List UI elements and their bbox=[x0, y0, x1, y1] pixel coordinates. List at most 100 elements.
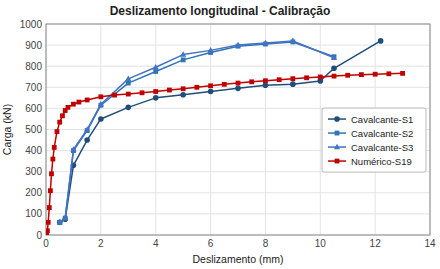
point bbox=[290, 81, 296, 87]
point bbox=[208, 83, 213, 88]
point bbox=[126, 92, 131, 97]
point bbox=[49, 171, 54, 176]
point bbox=[153, 89, 158, 94]
point bbox=[153, 69, 158, 74]
point bbox=[98, 94, 103, 99]
point bbox=[55, 129, 60, 134]
y-tick-label: 800 bbox=[25, 61, 42, 72]
x-tick-label: 14 bbox=[424, 238, 436, 249]
point bbox=[373, 72, 378, 77]
point bbox=[235, 86, 241, 92]
point bbox=[304, 75, 309, 80]
plot-frame bbox=[46, 24, 430, 235]
point bbox=[98, 101, 104, 107]
y-tick-label: 100 bbox=[25, 208, 42, 219]
point bbox=[60, 113, 65, 118]
point bbox=[48, 188, 53, 193]
point bbox=[331, 54, 337, 60]
legend-box bbox=[322, 108, 426, 172]
y-tick-label: 400 bbox=[25, 145, 42, 156]
series-line bbox=[60, 42, 334, 222]
point bbox=[50, 157, 55, 162]
point bbox=[181, 57, 186, 62]
x-tick-label: 2 bbox=[98, 238, 104, 249]
legend: Cavalcante-S1 Cavalcante-S2 Cavalcante-S3 N… bbox=[322, 108, 426, 172]
point bbox=[277, 77, 282, 82]
point bbox=[71, 102, 76, 107]
point bbox=[125, 105, 131, 111]
y-tick-label: 900 bbox=[25, 40, 42, 51]
point bbox=[112, 93, 117, 98]
point bbox=[345, 73, 350, 78]
point bbox=[153, 95, 159, 101]
y-grid-line bbox=[46, 66, 430, 67]
y-tick-label: 1000 bbox=[20, 19, 43, 30]
point bbox=[153, 64, 159, 70]
x-tick-label: 10 bbox=[315, 238, 327, 249]
point bbox=[46, 228, 50, 233]
point bbox=[181, 86, 186, 91]
point bbox=[180, 92, 186, 98]
point bbox=[290, 76, 295, 81]
legend-label: Cavalcante-S2 bbox=[351, 128, 413, 139]
x-tick-label: 6 bbox=[208, 238, 214, 249]
point bbox=[62, 215, 68, 221]
y-grid-line bbox=[46, 192, 430, 193]
x-axis-label: Deslizamento (mm) bbox=[192, 253, 283, 265]
x-tick-label: 0 bbox=[43, 238, 49, 249]
point bbox=[194, 85, 199, 90]
point bbox=[400, 71, 405, 76]
y-tick-label: 300 bbox=[25, 166, 42, 177]
point bbox=[98, 116, 104, 122]
point bbox=[263, 82, 269, 88]
point bbox=[63, 216, 68, 221]
point bbox=[85, 98, 90, 103]
point bbox=[66, 105, 71, 110]
point bbox=[318, 75, 323, 80]
point bbox=[46, 220, 51, 225]
point bbox=[140, 90, 145, 95]
x-tick-label: 4 bbox=[153, 238, 159, 249]
legend-marker bbox=[334, 144, 340, 150]
y-axis-label: Carga (kN) bbox=[1, 104, 13, 155]
x-tick-label: 8 bbox=[263, 238, 269, 249]
series bbox=[57, 38, 337, 225]
y-tick-label: 600 bbox=[25, 103, 42, 114]
y-grid-line bbox=[46, 213, 430, 214]
y-tick-label: 700 bbox=[25, 82, 42, 93]
series-line bbox=[60, 41, 334, 222]
y-tick-label: 200 bbox=[25, 187, 42, 198]
point bbox=[262, 40, 268, 46]
point bbox=[125, 76, 131, 82]
legend-marker bbox=[334, 116, 340, 122]
point bbox=[290, 38, 296, 44]
legend-label: Numérico-S19 bbox=[351, 156, 412, 167]
point bbox=[84, 137, 90, 143]
series bbox=[57, 40, 336, 225]
point bbox=[222, 82, 227, 87]
legend-marker bbox=[335, 159, 340, 164]
point bbox=[332, 74, 337, 79]
chart: 0 2 4 6 8 10 12 14 0 100 200 300 400 500 600 700 800 900 1… bbox=[0, 0, 440, 269]
point bbox=[57, 120, 62, 125]
point bbox=[47, 205, 52, 210]
point bbox=[359, 72, 364, 77]
point bbox=[378, 38, 384, 44]
point bbox=[236, 81, 241, 86]
point bbox=[84, 126, 90, 132]
point bbox=[180, 51, 186, 57]
point bbox=[207, 47, 213, 53]
legend-marker bbox=[335, 131, 340, 136]
grid bbox=[46, 24, 430, 235]
y-tick-label: 0 bbox=[36, 230, 42, 241]
point bbox=[263, 78, 268, 83]
point bbox=[386, 71, 391, 76]
x-tick-label: 12 bbox=[370, 238, 382, 249]
y-tick-label: 500 bbox=[25, 124, 42, 135]
point bbox=[57, 219, 63, 225]
point bbox=[52, 145, 57, 150]
title: Deslizamento longitudinal - Calibração bbox=[110, 4, 331, 18]
legend-label: Cavalcante-S1 bbox=[351, 114, 413, 125]
legend-label: Cavalcante-S3 bbox=[351, 142, 413, 153]
point bbox=[331, 66, 337, 72]
